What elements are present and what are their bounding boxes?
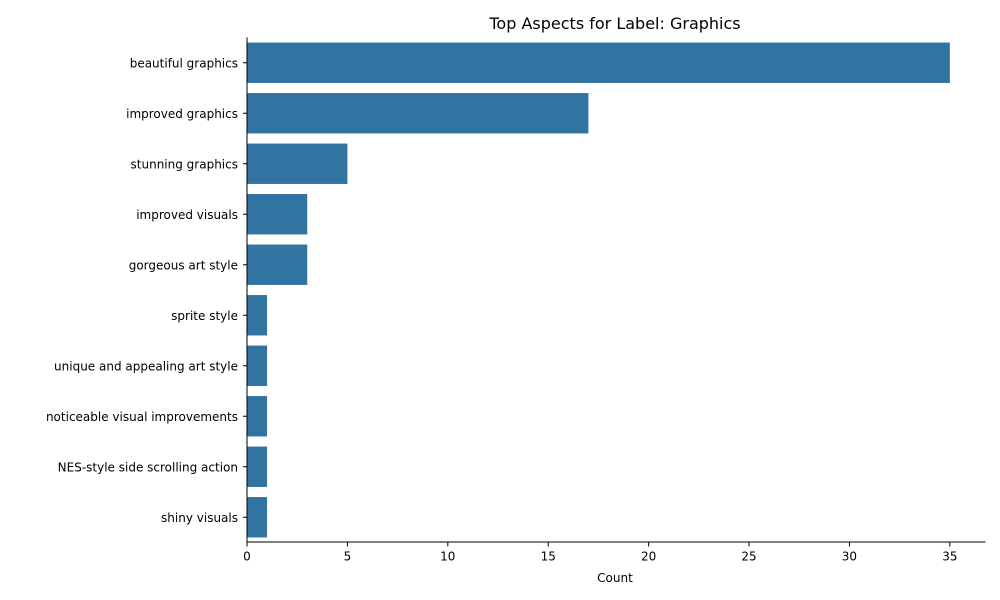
x-tick-label: 5 <box>344 550 352 564</box>
x-tick-label: 10 <box>440 550 455 564</box>
x-tick-label: 35 <box>942 550 957 564</box>
bar <box>247 446 268 487</box>
bars-group <box>247 42 950 538</box>
y-tick-label: gorgeous art style <box>129 258 238 272</box>
y-tick-label: stunning graphics <box>131 157 238 171</box>
y-axis-ticks: beautiful graphics improved graphics stunn… <box>46 56 247 525</box>
chart-title: Top Aspects for Label: Graphics <box>488 14 740 33</box>
bar <box>247 497 268 538</box>
x-axis-ticks: 0 5 10 15 20 25 30 35 <box>243 542 957 564</box>
y-tick-label: shiny visuals <box>161 511 238 525</box>
bar <box>247 295 268 336</box>
bar <box>247 345 268 386</box>
x-tick-label: 15 <box>541 550 556 564</box>
bar <box>247 194 308 235</box>
y-tick-label: unique and appealing art style <box>54 359 238 373</box>
y-tick-label: improved visuals <box>136 208 238 222</box>
y-tick-label: sprite style <box>171 309 238 323</box>
x-tick-label: 20 <box>641 550 656 564</box>
bar <box>247 42 950 83</box>
bar <box>247 93 589 134</box>
y-tick-label: noticeable visual improvements <box>46 410 238 424</box>
x-tick-label: 30 <box>842 550 857 564</box>
x-axis-label: Count <box>597 571 633 585</box>
bar <box>247 396 268 437</box>
y-tick-label: NES-style side scrolling action <box>58 460 238 474</box>
x-tick-label: 25 <box>741 550 756 564</box>
bar <box>247 244 308 285</box>
y-tick-label: beautiful graphics <box>130 56 238 70</box>
y-tick-label: improved graphics <box>126 107 238 121</box>
bar <box>247 143 348 184</box>
x-tick-label: 0 <box>243 550 251 564</box>
